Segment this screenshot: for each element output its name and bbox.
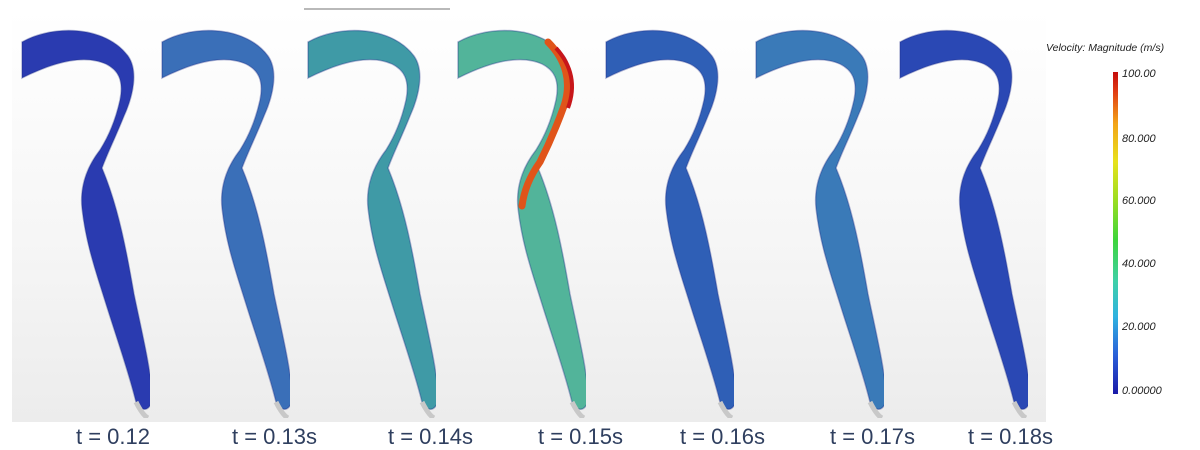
time-label: t = 0.16s xyxy=(680,424,766,449)
top-border-line xyxy=(304,8,450,10)
time-label: t = 0.12 xyxy=(76,424,151,449)
colorbar xyxy=(1113,72,1118,394)
legend-tick: 80.000 xyxy=(1122,133,1156,145)
time-label: t = 0.13s xyxy=(232,424,318,449)
legend-tick: 100.00 xyxy=(1122,68,1156,80)
flow-snapshot xyxy=(22,30,152,418)
flow-snapshot xyxy=(162,30,292,418)
legend-tick: 60.000 xyxy=(1122,195,1156,207)
flow-snapshot xyxy=(756,30,886,418)
legend-title: Velocity: Magnitude (m/s) xyxy=(1046,42,1165,54)
legend-tick: 20.000 xyxy=(1122,321,1156,333)
flow-snapshot xyxy=(606,30,736,418)
high-velocity-region xyxy=(518,38,571,210)
legend-tick: 40.000 xyxy=(1122,258,1156,270)
velocity-legend: Velocity: Magnitude (m/s) 100.00 80.000 … xyxy=(1046,42,1200,412)
time-label: t = 0.15s xyxy=(538,424,624,449)
flow-snapshot xyxy=(900,30,1030,418)
peak-velocity-region xyxy=(554,46,574,109)
time-label: t = 0.17s xyxy=(830,424,916,449)
time-label: t = 0.14s xyxy=(388,424,474,449)
legend-tick: 0.00000 xyxy=(1122,385,1162,397)
flow-snapshot xyxy=(308,30,438,418)
time-label: t = 0.18s xyxy=(968,424,1054,449)
